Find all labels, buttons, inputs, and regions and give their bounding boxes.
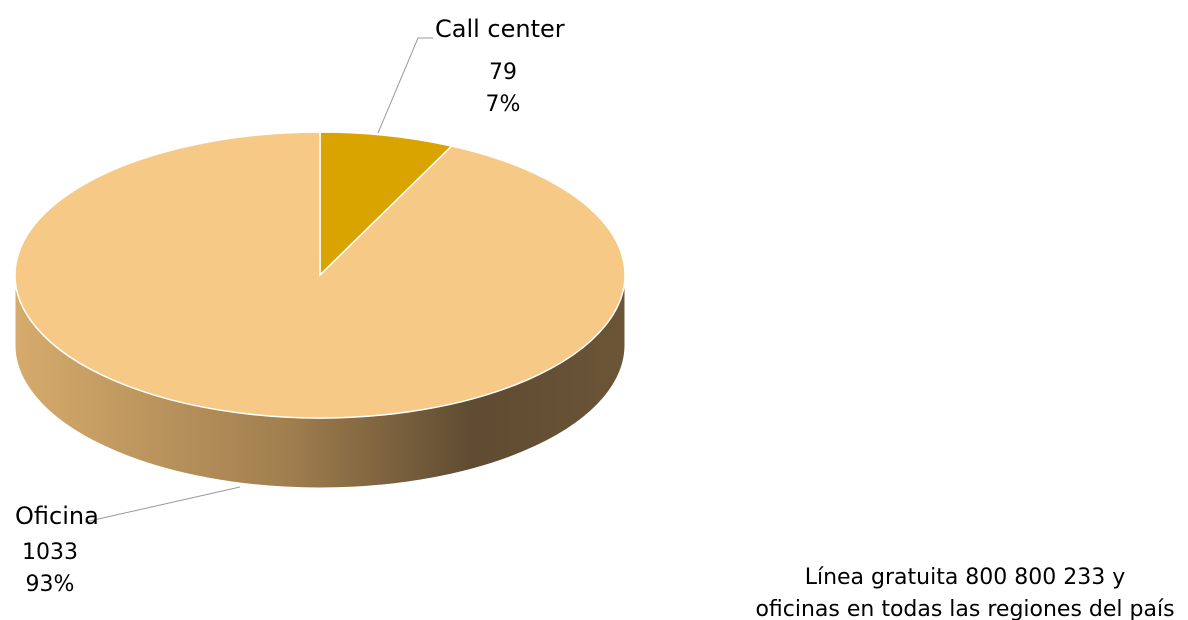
- leader-line: [84, 486, 241, 523]
- category-label: Call center: [435, 15, 565, 43]
- percentage-label: 93%: [26, 572, 75, 597]
- value-label: 1033: [22, 540, 78, 565]
- pie-slice: [14, 131, 626, 419]
- category-label: Oficina: [15, 502, 99, 530]
- note-line: oficinas en todas las regiones del país: [755, 597, 1174, 620]
- pie-slice: [319, 131, 454, 277]
- percentage-label: 7%: [486, 92, 521, 117]
- value-label: 79: [489, 60, 517, 85]
- leader-line: [377, 37, 433, 134]
- note-line: Línea gratuita 800 800 233 y: [805, 565, 1126, 590]
